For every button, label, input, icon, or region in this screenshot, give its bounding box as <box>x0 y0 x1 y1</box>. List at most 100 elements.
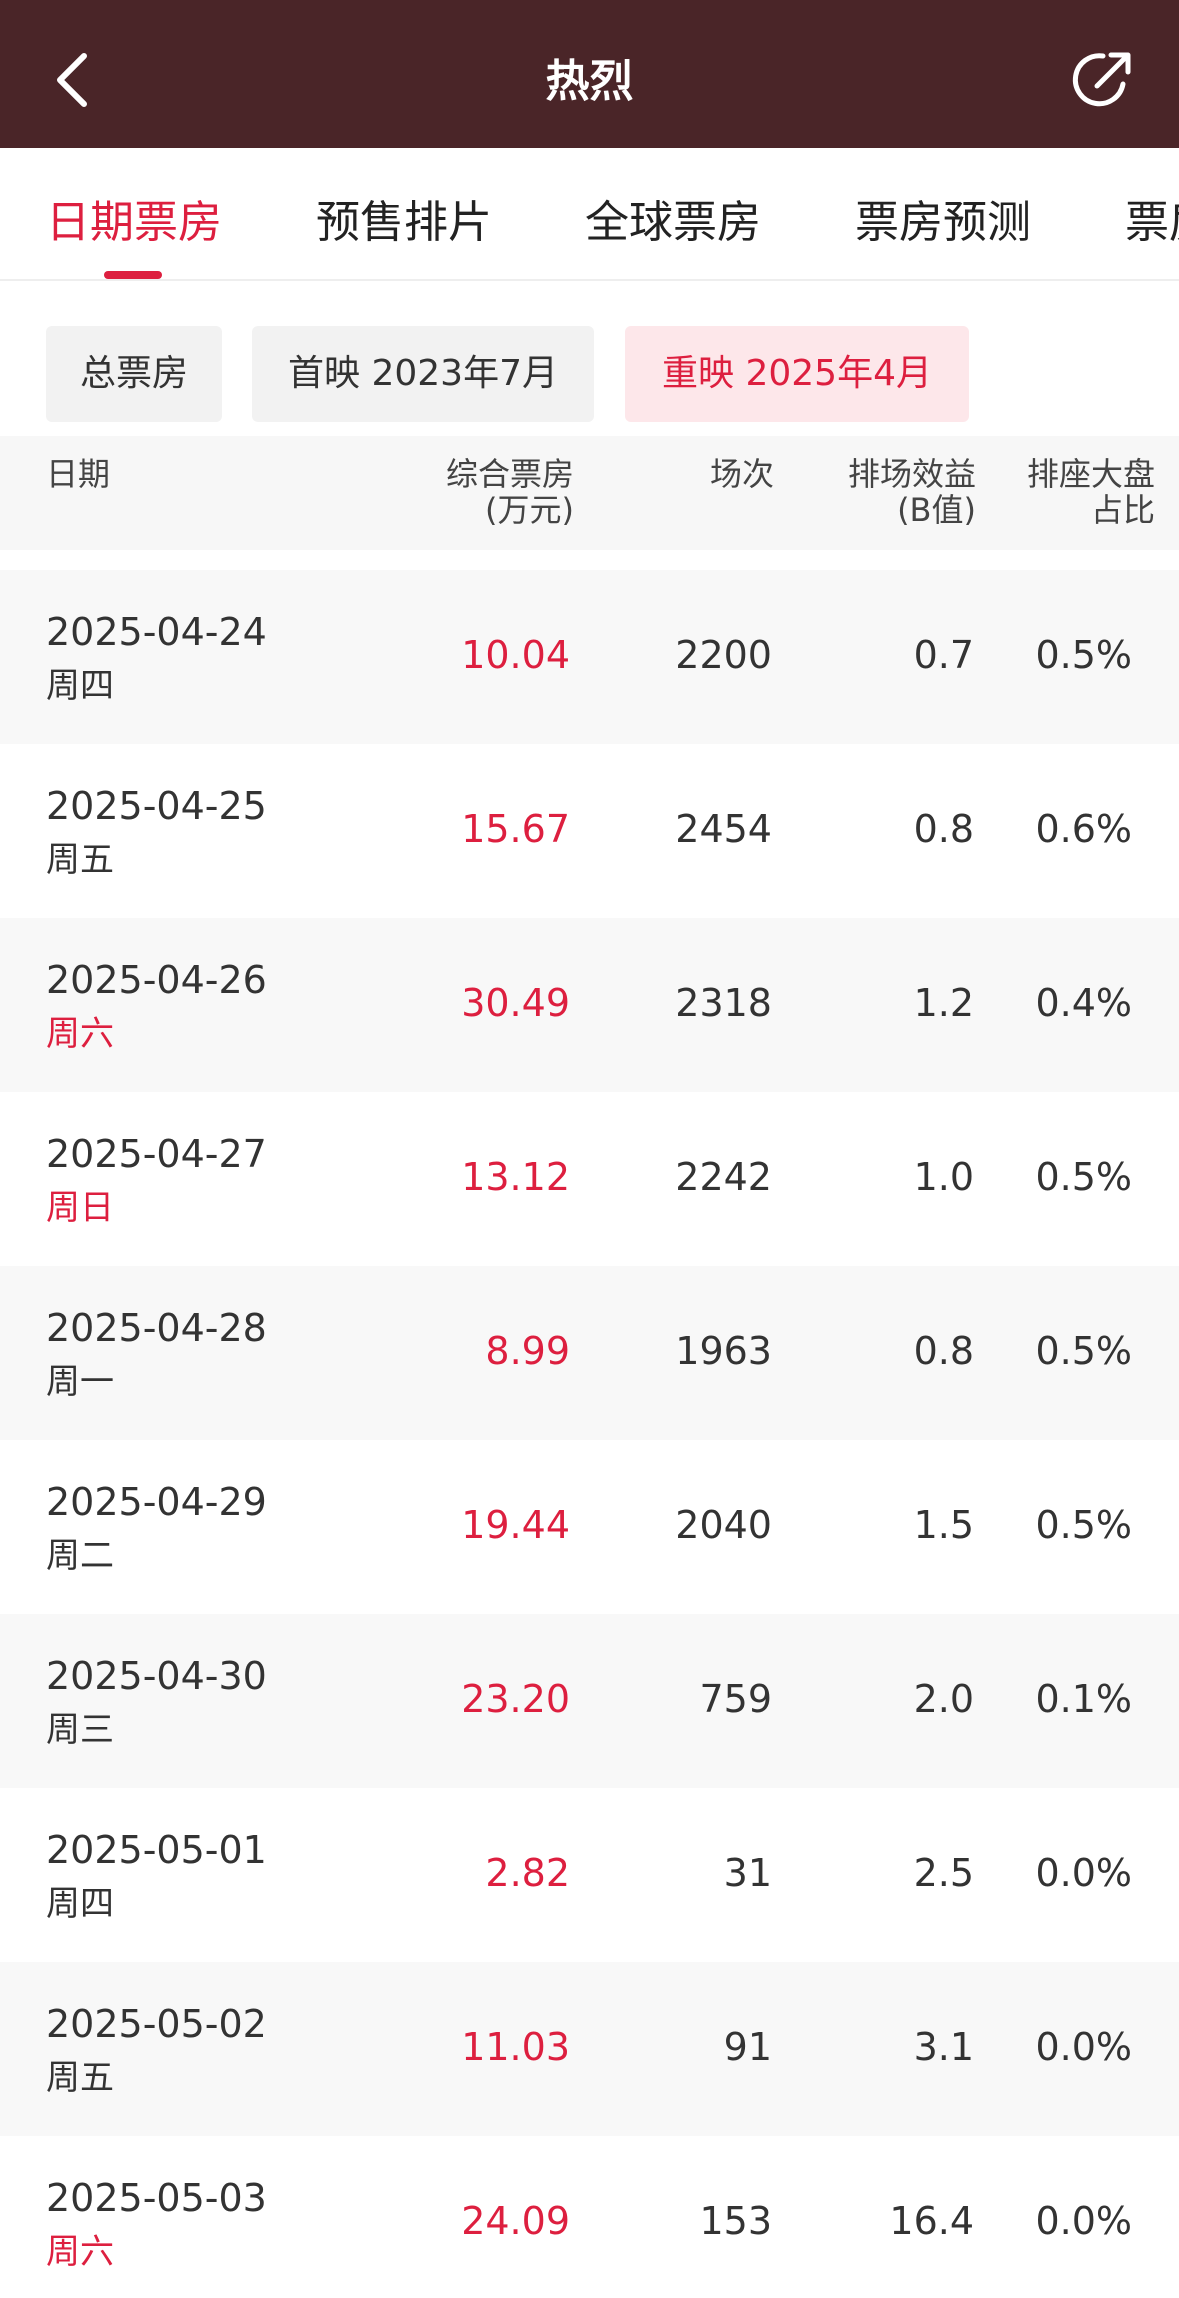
page-title: 热烈 <box>545 56 634 107</box>
table-row[interactable]: 2025-05-01 周四 2.82 31 2.5 0.0% <box>0 1788 1179 1962</box>
tab-daily-box-office[interactable]: 日期票房 <box>46 197 222 248</box>
tab-active-indicator <box>104 271 162 279</box>
top-navbar: 热烈 <box>0 0 1179 148</box>
filter-rerelease[interactable]: 重映 2025年4月 <box>625 326 969 422</box>
row-box-office: 11.03 <box>461 2025 570 2069</box>
header-seat-share-unit: 占比 <box>1090 491 1155 529</box>
row-efficiency: 0.7 <box>913 633 974 677</box>
row-efficiency: 2.0 <box>913 1677 974 1721</box>
table-header: 日期 综合票房 (万元) 场次 排场效益 (B值) 排座大盘 占比 <box>0 436 1179 550</box>
table-row[interactable]: 2025-04-29 周二 19.44 2040 1.5 0.5% <box>0 1440 1179 1614</box>
row-efficiency: 0.8 <box>913 807 974 851</box>
row-date: 2025-05-02 <box>46 2002 267 2046</box>
row-date: 2025-05-01 <box>46 1828 267 1872</box>
row-screenings: 1963 <box>675 1329 772 1373</box>
row-seat-share: 0.5% <box>1035 1329 1132 1373</box>
chevron-left-icon <box>57 53 87 107</box>
row-box-office: 15.67 <box>461 807 570 851</box>
row-screenings: 2454 <box>675 807 772 851</box>
row-efficiency: 3.1 <box>913 2025 974 2069</box>
row-box-office: 30.49 <box>461 981 570 1025</box>
row-efficiency: 1.0 <box>913 1155 974 1199</box>
row-efficiency: 2.5 <box>913 1851 974 1895</box>
header-box-office-unit: (万元) <box>485 491 574 529</box>
row-weekday: 周一 <box>46 1362 114 1402</box>
row-date: 2025-04-28 <box>46 1306 267 1350</box>
row-weekday: 周五 <box>46 840 114 880</box>
row-seat-share: 0.5% <box>1035 1503 1132 1547</box>
row-date: 2025-04-25 <box>46 784 267 828</box>
tab-bar: 日期票房 预售排片 全球票房 票房预测 票房 <box>0 148 1179 281</box>
row-box-office: 24.09 <box>461 2199 570 2243</box>
table-row[interactable]: 2025-04-27 周日 13.12 2242 1.0 0.5% <box>0 1092 1179 1266</box>
row-screenings: 153 <box>699 2199 772 2243</box>
row-weekday: 周六 <box>46 2232 114 2272</box>
row-weekday: 周五 <box>46 2058 114 2098</box>
table-row[interactable]: 2025-04-30 周三 23.20 759 2.0 0.1% <box>0 1614 1179 1788</box>
row-efficiency: 1.5 <box>913 1503 974 1547</box>
row-box-office: 13.12 <box>461 1155 570 1199</box>
row-seat-share: 0.1% <box>1035 1677 1132 1721</box>
header-seat-share-label: 排座大盘 <box>1026 455 1155 493</box>
back-button[interactable] <box>40 44 112 116</box>
table-row[interactable]: 2025-04-24 周四 10.04 2200 0.7 0.5% <box>0 570 1179 744</box>
row-box-office: 8.99 <box>485 1329 570 1373</box>
row-seat-share: 0.0% <box>1035 2199 1132 2243</box>
header-box-office-label: 综合票房 <box>445 455 574 493</box>
row-seat-share: 0.0% <box>1035 1851 1132 1895</box>
row-seat-share: 0.4% <box>1035 981 1132 1025</box>
table-body: 2025-04-24 周四 10.04 2200 0.7 0.5% 2025-04-25 周五… <box>0 570 1179 2298</box>
row-box-office: 23.20 <box>461 1677 570 1721</box>
row-seat-share: 0.5% <box>1035 1155 1132 1199</box>
header-efficiency[interactable]: 排场效益 (B值) <box>800 456 976 528</box>
share-icon <box>1072 52 1131 107</box>
row-box-office: 10.04 <box>461 633 570 677</box>
table-row[interactable]: 2025-04-26 周六 30.49 2318 1.2 0.4% <box>0 918 1179 1092</box>
row-seat-share: 0.0% <box>1035 2025 1132 2069</box>
row-date: 2025-04-27 <box>46 1132 267 1176</box>
row-box-office: 19.44 <box>461 1503 570 1547</box>
table-row[interactable]: 2025-05-02 周五 11.03 91 3.1 0.0% <box>0 1962 1179 2136</box>
row-screenings: 91 <box>723 2025 772 2069</box>
row-weekday: 周六 <box>46 1014 114 1054</box>
row-efficiency: 1.2 <box>913 981 974 1025</box>
row-date: 2025-04-24 <box>46 610 267 654</box>
filter-premiere[interactable]: 首映 2023年7月 <box>252 326 594 422</box>
row-weekday: 周四 <box>46 1884 114 1924</box>
row-box-office: 2.82 <box>485 1851 570 1895</box>
header-efficiency-label: 排场效益 <box>847 455 976 493</box>
row-efficiency: 16.4 <box>889 2199 974 2243</box>
table-row[interactable]: 2025-04-25 周五 15.67 2454 0.8 0.6% <box>0 744 1179 918</box>
row-efficiency: 0.8 <box>913 1329 974 1373</box>
row-screenings: 2242 <box>675 1155 772 1199</box>
row-weekday: 周日 <box>46 1188 114 1228</box>
header-efficiency-unit: (B值) <box>897 491 976 529</box>
row-date: 2025-05-03 <box>46 2176 267 2220</box>
row-seat-share: 0.6% <box>1035 807 1132 851</box>
row-date: 2025-04-26 <box>46 958 267 1002</box>
row-weekday: 周四 <box>46 666 114 706</box>
row-screenings: 2040 <box>675 1503 772 1547</box>
tab-box-office-forecast[interactable]: 票房预测 <box>855 197 1031 248</box>
header-seat-share[interactable]: 排座大盘 占比 <box>1000 456 1155 528</box>
header-screenings[interactable]: 场次 <box>709 455 774 493</box>
table-row[interactable]: 2025-05-03 周六 24.09 153 16.4 0.0% <box>0 2136 1179 2298</box>
header-box-office[interactable]: 综合票房 (万元) <box>400 456 574 528</box>
row-screenings: 759 <box>699 1677 772 1721</box>
row-date: 2025-04-30 <box>46 1654 267 1698</box>
row-weekday: 周三 <box>46 1710 114 1750</box>
row-weekday: 周二 <box>46 1536 114 1576</box>
row-date: 2025-04-29 <box>46 1480 267 1524</box>
filter-total-box-office[interactable]: 总票房 <box>46 326 222 422</box>
share-button[interactable] <box>1067 44 1139 116</box>
row-screenings: 2200 <box>675 633 772 677</box>
header-date: 日期 <box>46 455 111 493</box>
table-row[interactable]: 2025-04-28 周一 8.99 1963 0.8 0.5% <box>0 1266 1179 1440</box>
tab-presale-schedule[interactable]: 预售排片 <box>316 197 492 248</box>
row-screenings: 2318 <box>675 981 772 1025</box>
row-screenings: 31 <box>723 1851 772 1895</box>
tab-more[interactable]: 票房 <box>1125 197 1179 248</box>
row-seat-share: 0.5% <box>1035 633 1132 677</box>
tab-global-box-office[interactable]: 全球票房 <box>585 197 761 248</box>
